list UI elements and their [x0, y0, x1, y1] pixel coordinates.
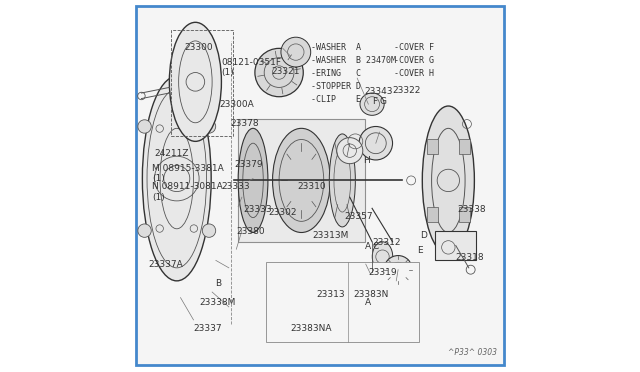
Text: G: G	[380, 97, 387, 106]
Text: -ERING   C: -ERING C	[310, 69, 361, 78]
Circle shape	[281, 37, 310, 67]
Text: 23378: 23378	[231, 119, 259, 128]
Text: 23313: 23313	[316, 290, 345, 299]
Bar	[458, 139, 470, 154]
Text: A: A	[365, 298, 371, 307]
Ellipse shape	[372, 242, 393, 272]
Text: -COVER G: -COVER G	[394, 56, 435, 65]
Text: 23302: 23302	[268, 208, 296, 217]
Text: -STOPPER D: -STOPPER D	[310, 82, 361, 91]
Circle shape	[384, 256, 412, 284]
Ellipse shape	[330, 134, 355, 227]
Text: 23300: 23300	[184, 43, 213, 52]
Circle shape	[202, 224, 216, 237]
Text: 23383N: 23383N	[353, 290, 389, 299]
Text: 23322: 23322	[392, 86, 421, 94]
Circle shape	[138, 224, 151, 237]
Circle shape	[202, 120, 216, 133]
Bar	[458, 207, 470, 222]
Circle shape	[359, 126, 392, 160]
Text: -COVER F: -COVER F	[394, 43, 435, 52]
Ellipse shape	[142, 76, 211, 281]
Ellipse shape	[170, 22, 221, 141]
Text: 08121-0351F
(1): 08121-0351F (1)	[221, 58, 282, 77]
Text: 23333: 23333	[244, 205, 273, 214]
Text: -WASHER  B 23470M: -WASHER B 23470M	[310, 56, 396, 65]
Text: 23343: 23343	[365, 87, 393, 96]
Text: 23321: 23321	[271, 67, 300, 76]
Ellipse shape	[238, 128, 268, 232]
Text: F: F	[372, 97, 377, 106]
Ellipse shape	[273, 128, 330, 232]
Text: 23318: 23318	[456, 253, 484, 262]
Text: 23383NA: 23383NA	[291, 324, 332, 333]
Bar	[427, 207, 438, 222]
Text: D: D	[420, 231, 428, 240]
Bar	[427, 139, 438, 154]
Text: 23338M: 23338M	[199, 298, 236, 307]
Text: 23337: 23337	[193, 324, 222, 333]
Text: 23333: 23333	[221, 182, 250, 191]
Polygon shape	[238, 119, 365, 242]
Text: -WASHER  A: -WASHER A	[310, 43, 361, 52]
Bar	[356, 277, 373, 298]
Text: 23337A: 23337A	[148, 260, 183, 269]
Text: H: H	[364, 156, 371, 165]
Text: 23312: 23312	[372, 238, 401, 247]
Text: E: E	[417, 246, 422, 254]
Bar	[435, 231, 476, 260]
Text: -COVER H: -COVER H	[394, 69, 435, 78]
Text: C: C	[372, 242, 378, 251]
Text: 23319: 23319	[369, 268, 397, 277]
Text: A: A	[365, 242, 371, 251]
Text: N 08911-3081A
(1): N 08911-3081A (1)	[152, 182, 223, 202]
Text: 23338: 23338	[458, 205, 486, 214]
Text: 23313M: 23313M	[312, 231, 349, 240]
Circle shape	[337, 138, 363, 164]
FancyBboxPatch shape	[266, 262, 419, 342]
Text: -CLIP    E: -CLIP E	[310, 95, 361, 104]
Text: M 08915-3381A
(1): M 08915-3381A (1)	[152, 164, 223, 183]
Text: 23310: 23310	[298, 182, 326, 191]
Ellipse shape	[422, 106, 474, 255]
Text: 23380: 23380	[236, 227, 265, 236]
Text: B: B	[215, 279, 221, 288]
Circle shape	[138, 120, 151, 133]
Text: 23300A: 23300A	[220, 100, 254, 109]
Text: 23379: 23379	[234, 160, 263, 169]
Bar	[172, 30, 232, 136]
Text: ^P33^ 0303: ^P33^ 0303	[448, 348, 497, 357]
Text: 23357: 23357	[344, 212, 373, 221]
Circle shape	[255, 48, 303, 97]
Text: 24211Z: 24211Z	[154, 149, 189, 158]
FancyBboxPatch shape	[136, 6, 504, 365]
Ellipse shape	[360, 93, 384, 115]
